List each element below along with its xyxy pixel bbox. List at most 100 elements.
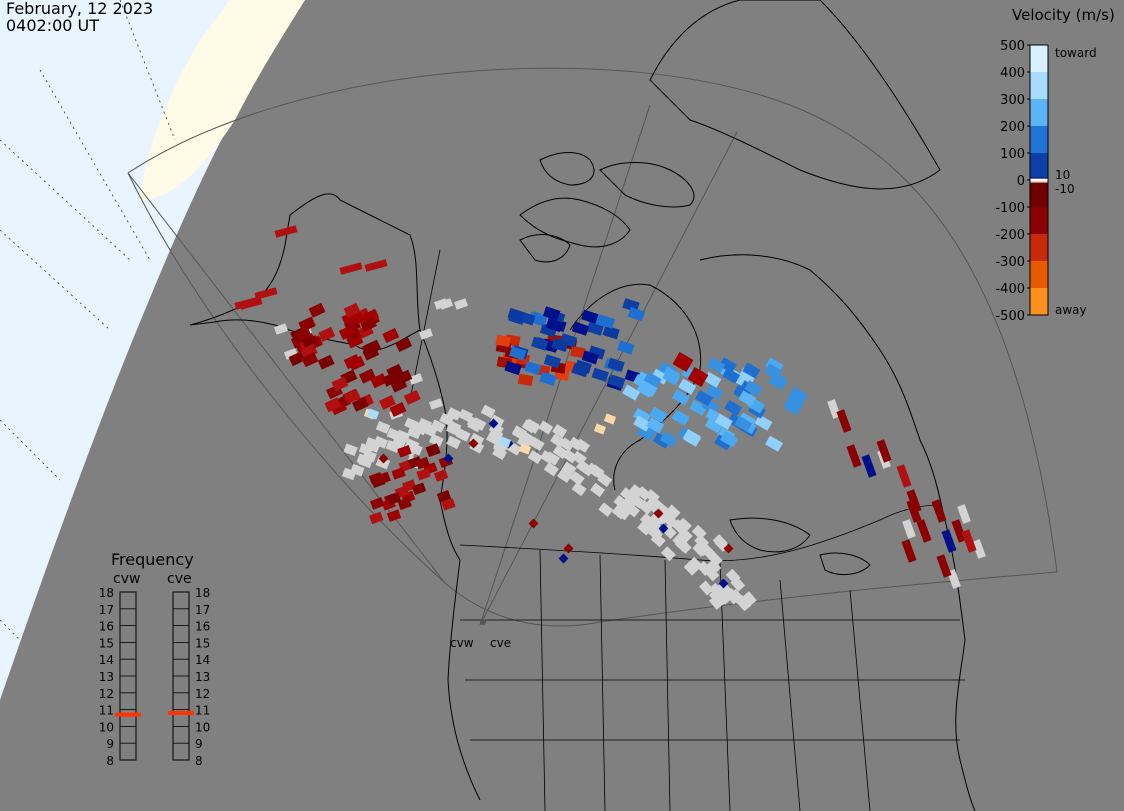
scatter-cell — [331, 376, 349, 392]
scatter-cell — [836, 409, 852, 433]
scatter-cell — [644, 489, 660, 504]
colorbar-tick-label: 200 — [1000, 120, 1025, 135]
scatter-cell — [699, 580, 714, 596]
scatter-cell — [590, 482, 606, 498]
scatter-cell — [362, 345, 380, 361]
colorbar-tick-label: -500 — [995, 309, 1025, 324]
scatter-cell — [691, 524, 707, 540]
scatter-cell — [687, 366, 709, 388]
frequency-tick-label: 14 — [195, 653, 210, 667]
scatter-cell — [498, 436, 512, 448]
scatter-cell — [343, 389, 361, 405]
scatter-cell — [738, 390, 757, 407]
scatter-cell — [896, 464, 912, 488]
scatter-cell — [662, 369, 681, 386]
scatter-cell — [558, 553, 569, 564]
scatter-cell — [430, 419, 446, 433]
frequency-tick-label: 18 — [195, 586, 210, 600]
grid-lines-daylight — [0, 0, 176, 641]
scatter-cell — [531, 336, 549, 351]
scatter-cell — [446, 407, 462, 421]
scatter-cell — [386, 509, 402, 522]
scatter-cell — [517, 373, 534, 387]
frequency-tick-label: 11 — [195, 704, 210, 718]
scatter-cell — [707, 357, 726, 374]
scatter-cell — [734, 415, 753, 432]
scatter-cell — [570, 346, 586, 359]
scatter-cell — [385, 439, 401, 453]
frequency-title: Frequency — [111, 550, 194, 569]
scatter-cell — [347, 311, 365, 327]
scatter-cell — [364, 259, 388, 272]
scatter-cell — [441, 498, 456, 511]
colorbar-tick-label: -400 — [995, 282, 1025, 297]
scatter-cell — [395, 336, 413, 352]
scatter-cell — [706, 559, 722, 575]
scatter-cell — [300, 343, 318, 359]
timestamp: February, 12 2023 0402:00 UT — [6, 0, 153, 34]
scatter-cell — [360, 316, 377, 332]
scatter-cell — [507, 307, 525, 323]
scatter-cell — [428, 398, 444, 410]
scatter-cell — [308, 302, 326, 318]
scatter-cell — [723, 543, 734, 554]
scatter-cell — [593, 423, 607, 435]
scatter-cell — [330, 400, 348, 416]
scatter-cell — [788, 386, 808, 406]
scatter-cell — [720, 431, 739, 448]
scatter-cell — [317, 354, 335, 370]
scatter-cell — [453, 298, 469, 310]
scatter-cell — [941, 529, 957, 553]
scatter-cell — [651, 498, 667, 514]
scatter-cell — [539, 371, 557, 386]
scatter-cell — [639, 512, 655, 528]
scatter-cell — [730, 576, 746, 592]
scatter-cell — [480, 404, 496, 419]
scatter-cell — [705, 384, 724, 401]
scatter-cell — [660, 546, 676, 562]
frequency-tick-label: 14 — [99, 653, 114, 667]
scatter-cell — [689, 399, 708, 416]
velocity-colorbar: Velocity (m/s) 500 400 300 200 100 0 -100 -200 -… — [995, 6, 1114, 324]
colorbar-segment — [1030, 72, 1048, 99]
scatter-cell — [504, 360, 522, 376]
frequency-tick-label: 10 — [195, 720, 210, 734]
scatter-cell — [318, 326, 336, 342]
colorbar-tick-label: 0 — [1017, 174, 1025, 189]
scatter-cell — [561, 461, 577, 476]
scatter-cell — [343, 302, 361, 318]
scatter-cell — [379, 394, 396, 410]
scatter-cell — [602, 325, 620, 340]
scatter-cell — [397, 497, 412, 511]
scatter-cell — [607, 357, 625, 372]
scatter-cell — [571, 321, 590, 336]
scatter-cell — [254, 287, 278, 300]
scatter-cell — [724, 588, 740, 604]
scatter-cell — [527, 450, 543, 465]
scatter-cell — [455, 428, 471, 442]
scatter-cell — [931, 499, 947, 523]
scatter-cell — [571, 481, 587, 497]
scatter-cell — [846, 444, 862, 468]
scatter-cell — [489, 414, 505, 429]
scatter-cell — [744, 380, 763, 397]
colorbar-segment — [1030, 234, 1048, 261]
scatter-cell — [676, 539, 692, 554]
frequency-tick-label: 10 — [99, 720, 114, 734]
scatter-cell — [273, 323, 289, 335]
scatter-cell — [338, 324, 356, 340]
scatter-cell — [694, 390, 713, 407]
colorbar-segment — [1030, 126, 1048, 153]
colorbar-segment — [1030, 153, 1048, 178]
scatter-cell — [658, 523, 669, 534]
scatter-cell — [671, 389, 690, 406]
scatter-cell — [639, 380, 658, 397]
scatter-cell — [339, 262, 363, 275]
frequency-indicator-cve — [168, 710, 194, 715]
scatter-cell — [458, 408, 474, 423]
scatter-cell — [906, 499, 922, 523]
frequency-tick-label: 13 — [99, 670, 114, 684]
colorbar-neg-threshold-label: -10 — [1055, 182, 1075, 196]
scatter-cell — [543, 306, 561, 321]
